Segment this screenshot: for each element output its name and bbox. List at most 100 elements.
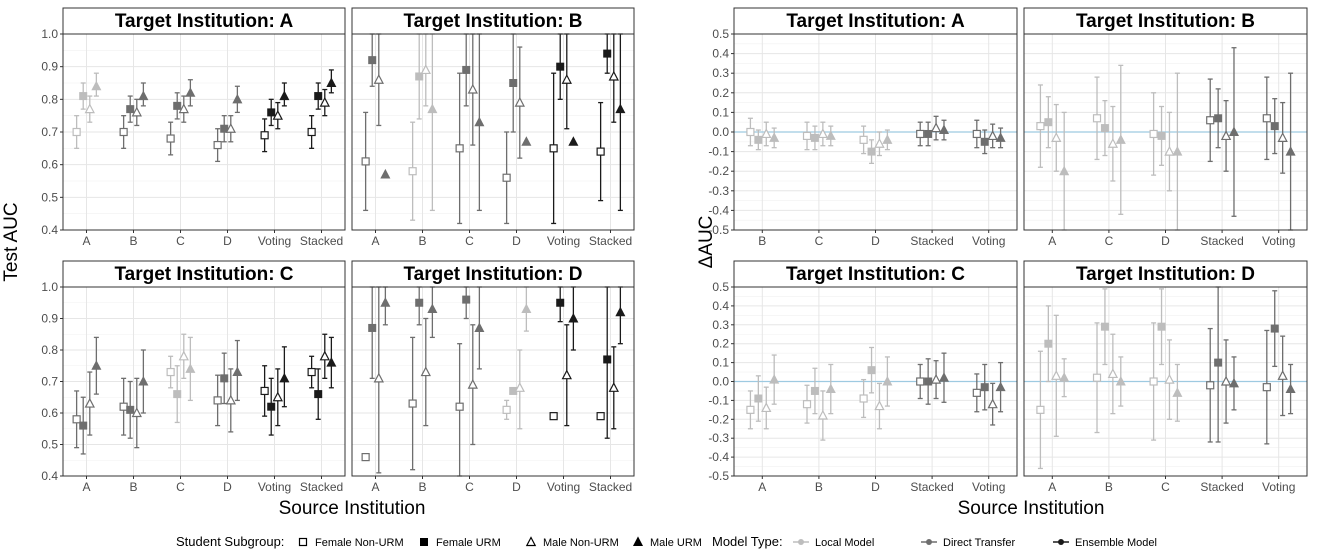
x-tick-label: B xyxy=(129,480,137,494)
point-marker xyxy=(930,373,942,384)
legend-label: Female URM xyxy=(436,537,501,549)
legend-title-subgroup: Student Subgroup: xyxy=(176,534,284,549)
data-point xyxy=(608,346,619,430)
y-tick-label: 0.7 xyxy=(41,125,58,139)
point-marker xyxy=(1044,339,1053,348)
x-tick-label: D xyxy=(223,234,232,248)
panel-title: Target Institution: B xyxy=(403,11,582,32)
point-marker xyxy=(178,103,189,114)
panel-strip xyxy=(62,260,346,288)
point-marker xyxy=(225,122,236,133)
x-tick-label: D xyxy=(871,480,880,494)
point-marker xyxy=(91,360,102,370)
x-tick-label: Stacked xyxy=(300,480,343,494)
y-tick-label: -0.2 xyxy=(708,412,729,426)
point-marker xyxy=(1206,381,1215,390)
point-marker xyxy=(867,366,876,375)
data-point xyxy=(225,368,236,433)
point-marker xyxy=(380,168,391,179)
point-marker xyxy=(166,134,175,143)
point-marker xyxy=(326,357,337,367)
point-marker xyxy=(1285,146,1296,156)
data-point xyxy=(232,339,243,402)
x-tick-label: C xyxy=(176,480,185,494)
x-tick-label: Voting xyxy=(972,480,1005,494)
data-point xyxy=(769,354,780,405)
data-point xyxy=(867,346,876,394)
data-point xyxy=(91,336,102,395)
data-point xyxy=(361,111,370,212)
point-marker xyxy=(232,93,243,104)
data-point xyxy=(279,82,290,107)
data-point xyxy=(882,129,893,151)
data-point xyxy=(754,129,763,151)
data-point xyxy=(746,117,755,147)
x-tick-label: Voting xyxy=(1262,480,1295,494)
data-point xyxy=(1220,339,1232,424)
data-point xyxy=(307,355,316,389)
point-marker xyxy=(319,350,330,361)
panel-0: Target Institution: A 0.4 0.5 0.6 0.7 0.8 0.9 1… xyxy=(41,7,346,248)
data-point xyxy=(260,118,269,153)
x-tick-label: C xyxy=(1105,234,1114,248)
panel-title: Target Institution: D xyxy=(403,264,582,285)
legend-marker xyxy=(420,538,428,546)
y-tick-label: -0.4 xyxy=(708,203,729,217)
point-marker xyxy=(373,372,384,383)
point-marker xyxy=(1100,322,1109,331)
point-marker xyxy=(119,127,128,137)
data-point xyxy=(213,128,222,163)
point-marker xyxy=(232,366,243,377)
data-point xyxy=(279,346,290,408)
point-marker xyxy=(882,375,893,386)
legend-marker xyxy=(525,536,537,547)
y-tick-label: 1.0 xyxy=(41,280,58,294)
data-point xyxy=(455,72,464,225)
point-marker xyxy=(859,135,868,144)
data-point xyxy=(1262,329,1271,445)
data-point xyxy=(173,92,182,120)
data-point xyxy=(930,115,942,141)
panel-3: Target Institution: D A B C D Voting Stacked xyxy=(351,260,635,494)
x-tick-label: Stacked xyxy=(910,234,953,248)
data-point xyxy=(314,368,323,420)
point-marker xyxy=(1277,132,1288,142)
panel-title: Target Institution: C xyxy=(786,264,965,285)
data-point xyxy=(1100,288,1109,366)
point-marker xyxy=(166,367,175,377)
y-tick-label: 0.1 xyxy=(712,356,729,370)
data-point xyxy=(916,363,925,400)
data-point xyxy=(138,82,149,107)
legend-label: Ensemble Model xyxy=(1075,537,1157,549)
point-marker xyxy=(596,412,605,421)
y-tick-label: 0.7 xyxy=(41,375,58,389)
point-marker xyxy=(1164,145,1175,156)
data-point xyxy=(924,121,933,147)
point-marker xyxy=(1092,114,1102,123)
legend-dot xyxy=(798,539,804,545)
y-tick-label: -0.3 xyxy=(708,431,729,445)
x-tick-label: A xyxy=(82,234,90,248)
data-point xyxy=(1044,305,1053,383)
point-marker xyxy=(1100,124,1109,133)
point-marker xyxy=(1206,116,1215,125)
point-marker xyxy=(408,399,417,408)
x-tick-label: Voting xyxy=(547,480,580,494)
y-tick-label: 0.4 xyxy=(712,47,729,61)
data-point xyxy=(314,82,323,110)
data-point xyxy=(502,131,511,225)
point-marker xyxy=(930,122,942,133)
point-marker xyxy=(319,96,330,107)
data-point xyxy=(972,119,981,149)
point-marker xyxy=(72,415,81,424)
point-marker xyxy=(1172,146,1183,156)
data-point xyxy=(1115,356,1126,407)
y-tick-label: 0.9 xyxy=(41,60,58,74)
panel-strip xyxy=(62,7,346,35)
point-marker xyxy=(568,312,579,323)
x-tick-label: B xyxy=(129,234,137,248)
point-marker xyxy=(509,79,518,87)
legend-dot xyxy=(926,539,932,545)
data-point xyxy=(987,382,998,426)
y-tick-label: 1.0 xyxy=(41,27,58,41)
